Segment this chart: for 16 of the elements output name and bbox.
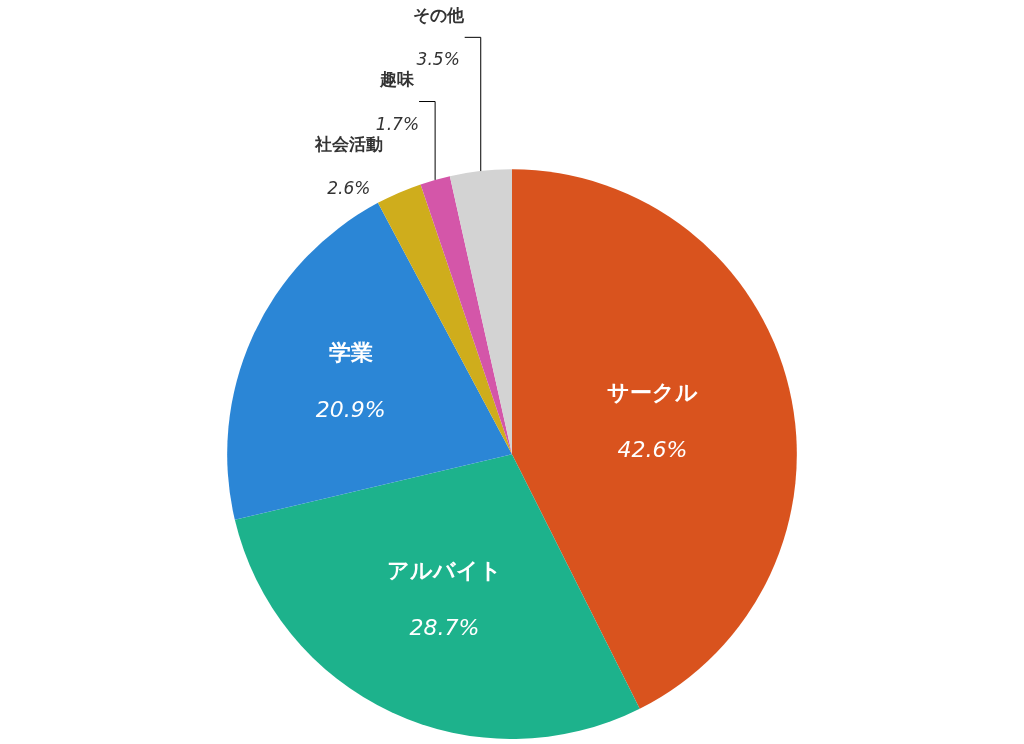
data-label: 2.6% <box>327 177 371 198</box>
slice-label: サークル <box>606 379 698 405</box>
slice-label: 社会活動 <box>313 133 383 154</box>
pie-slice <box>512 169 797 709</box>
pie-slice <box>449 169 512 455</box>
slice-label: 趣味 <box>379 69 416 90</box>
pie-slice <box>227 202 512 520</box>
pie-slice <box>420 176 512 455</box>
data-label: 20.9% <box>315 397 386 423</box>
slice-label: 学業 <box>328 340 373 366</box>
data-label: 1.7% <box>375 113 420 134</box>
data-label: 3.5% <box>416 49 460 70</box>
slice-label: アルバイト <box>386 557 502 583</box>
data-label: 28.7% <box>409 614 480 640</box>
slice-label: その他 <box>412 5 465 26</box>
data-label: 42.6% <box>617 437 688 463</box>
